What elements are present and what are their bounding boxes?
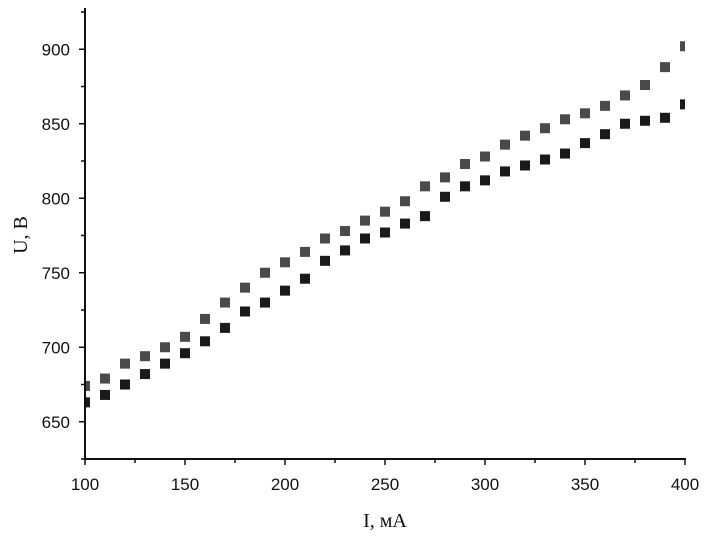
series-1-point bbox=[360, 215, 370, 226]
x-tick-label: 400 bbox=[671, 475, 699, 494]
series-1-point bbox=[85, 380, 90, 391]
series-1-point bbox=[340, 226, 350, 237]
series-2-point bbox=[500, 166, 510, 177]
series-1-point bbox=[600, 100, 610, 111]
y-tick-label: 900 bbox=[42, 40, 70, 59]
y-tick-label: 750 bbox=[42, 264, 70, 283]
series-2-point bbox=[540, 154, 550, 165]
series-2-point bbox=[480, 175, 490, 186]
y-tick-label: 650 bbox=[42, 413, 70, 432]
series-2-point bbox=[300, 273, 310, 284]
series-1-point bbox=[180, 331, 190, 342]
x-tick-label: 250 bbox=[371, 475, 399, 494]
series-1-point bbox=[520, 130, 530, 141]
series-1-point bbox=[280, 257, 290, 268]
data-points bbox=[85, 41, 685, 408]
series-1-point bbox=[480, 151, 490, 162]
series-1-point bbox=[380, 206, 390, 217]
series-2-point bbox=[620, 118, 630, 129]
series-2-point bbox=[280, 285, 290, 296]
series-1-point bbox=[660, 62, 670, 73]
x-tick-label: 300 bbox=[471, 475, 499, 494]
series-1-point bbox=[400, 196, 410, 207]
series-2-point bbox=[120, 379, 130, 390]
series-2-point bbox=[460, 181, 470, 192]
series-1-point bbox=[580, 108, 590, 119]
series-1-point bbox=[260, 267, 270, 278]
y-axis-title: U, В bbox=[10, 216, 32, 254]
series-1-point bbox=[140, 351, 150, 362]
series-1-point bbox=[220, 297, 230, 308]
series-2-point bbox=[600, 129, 610, 140]
series-1-point bbox=[540, 123, 550, 134]
series-2-point bbox=[680, 99, 685, 110]
series-2-point bbox=[320, 255, 330, 266]
series-1-point bbox=[120, 358, 130, 369]
x-tick-label: 150 bbox=[171, 475, 199, 494]
x-axis-title: I, мА bbox=[363, 510, 407, 532]
x-tick-label: 200 bbox=[271, 475, 299, 494]
series-1-point bbox=[440, 172, 450, 183]
y-tick-label: 700 bbox=[42, 338, 70, 357]
y-tick-label: 800 bbox=[42, 189, 70, 208]
series-2-point bbox=[520, 160, 530, 171]
series-1-point bbox=[620, 90, 630, 101]
series-2-point bbox=[260, 297, 270, 308]
series-2-point bbox=[340, 245, 350, 256]
x-tick-label: 350 bbox=[571, 475, 599, 494]
series-2-point bbox=[140, 369, 150, 380]
series-1-point bbox=[100, 373, 110, 384]
series-2-point bbox=[360, 233, 370, 244]
series-2-point bbox=[200, 336, 210, 347]
series-1-point bbox=[560, 114, 570, 125]
series-2-point bbox=[100, 389, 110, 400]
y-tick-label: 850 bbox=[42, 115, 70, 134]
series-2-point bbox=[220, 322, 230, 333]
series-2-point bbox=[400, 218, 410, 229]
series-1-point bbox=[240, 282, 250, 293]
series-1-point bbox=[500, 139, 510, 150]
series-2-point bbox=[580, 138, 590, 149]
series-1-point bbox=[680, 41, 685, 52]
series-1-point bbox=[640, 80, 650, 91]
series-1-point bbox=[420, 181, 430, 192]
series-2-point bbox=[160, 358, 170, 369]
series-1-point bbox=[460, 158, 470, 169]
series-2-point bbox=[560, 148, 570, 159]
series-2-point bbox=[85, 397, 90, 408]
series-2-point bbox=[240, 306, 250, 317]
series-2-point bbox=[660, 112, 670, 123]
series-2-point bbox=[380, 227, 390, 238]
series-2-point bbox=[420, 211, 430, 222]
x-tick-label: 100 bbox=[71, 475, 99, 494]
series-2-point bbox=[640, 115, 650, 126]
series-1-point bbox=[300, 246, 310, 257]
series-1-point bbox=[200, 313, 210, 324]
series-1-point bbox=[320, 233, 330, 244]
series-2-point bbox=[180, 348, 190, 359]
series-1-point bbox=[160, 342, 170, 353]
series-2-point bbox=[440, 191, 450, 202]
